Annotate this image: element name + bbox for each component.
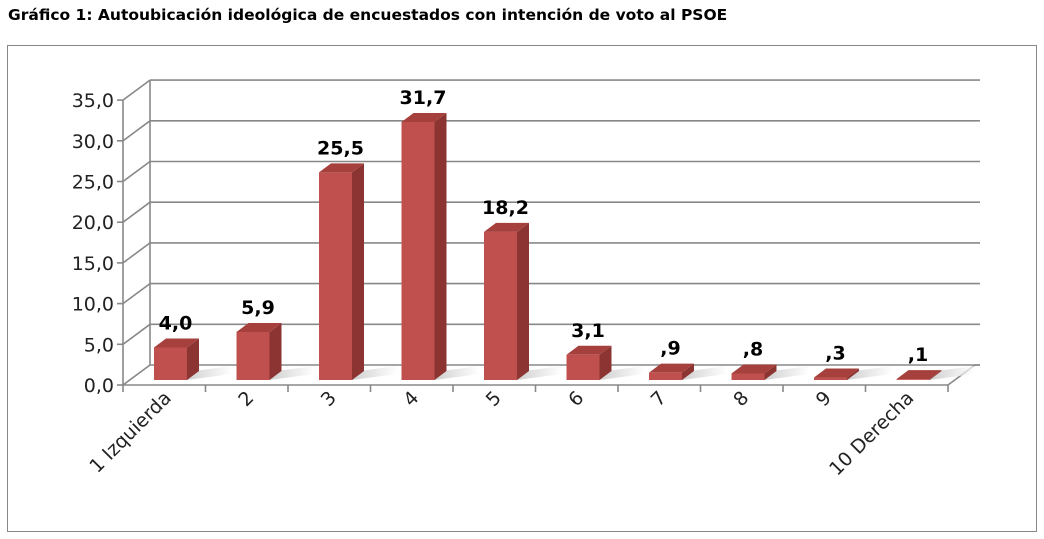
y-tick-label: 5,0 [84, 334, 114, 356]
bar-top [566, 345, 612, 355]
bar-top [814, 368, 859, 378]
data-label: 5,9 [241, 297, 275, 319]
y-tick-label: 0,0 [84, 375, 114, 397]
bar-side [517, 222, 529, 380]
data-label: 25,5 [317, 137, 364, 159]
gridline-depth [122, 242, 151, 264]
bar [401, 121, 435, 380]
bar-shadow [847, 366, 892, 380]
data-label: 3,1 [571, 320, 605, 342]
gridline-depth [122, 79, 151, 101]
bar-top [236, 322, 282, 332]
gridline-depth [122, 282, 151, 305]
bar [649, 372, 682, 380]
bar-shadow [187, 366, 232, 380]
gridline-depth [122, 323, 151, 345]
data-label: ,9 [660, 338, 680, 360]
chart-title: Gráfico 1: Autoubicación ideológica de e… [8, 6, 728, 24]
gridline-depth [122, 160, 151, 183]
data-label: 31,7 [400, 87, 447, 109]
bar-shadow [929, 366, 975, 380]
bar-top [401, 112, 447, 122]
bar [731, 373, 765, 380]
data-label: 4,0 [159, 312, 193, 334]
gridline-depth [122, 201, 151, 223]
bar-top [649, 363, 694, 373]
bar-top [484, 222, 529, 232]
bar-side [847, 368, 859, 380]
bar-shadow [517, 366, 562, 380]
bar [484, 231, 517, 380]
bar-side [599, 345, 612, 380]
gridline-depth [122, 364, 151, 386]
bar-shadow [599, 366, 645, 380]
bar-side [929, 370, 942, 380]
bar-top [319, 163, 364, 173]
bar-side [187, 338, 199, 380]
bar-top [154, 338, 199, 348]
bar [896, 379, 930, 380]
bar-shadow [352, 366, 397, 380]
bar [319, 172, 352, 380]
bar-shadow [434, 366, 480, 380]
bar [154, 347, 187, 380]
y-tick-label: 35,0 [72, 90, 114, 112]
bar [566, 354, 600, 380]
data-label: 18,2 [482, 197, 529, 219]
bar-side [682, 363, 694, 380]
data-label: ,8 [743, 338, 763, 360]
bar-shadow [764, 366, 810, 380]
y-tick-label: 15,0 [72, 253, 114, 275]
bar-shadow [269, 366, 315, 380]
gridline-depth [122, 120, 151, 142]
bar-shadow [682, 366, 727, 380]
bar-side [269, 322, 282, 380]
y-tick-label: 25,0 [72, 172, 114, 194]
y-tick-label: 20,0 [72, 212, 114, 234]
data-label: ,1 [908, 344, 928, 366]
data-label: ,3 [825, 343, 845, 365]
bar-top [731, 364, 777, 374]
bar [236, 331, 270, 380]
bar-top [896, 370, 942, 380]
bar-side [764, 364, 777, 380]
y-tick-label: 30,0 [72, 131, 114, 153]
bar-side [434, 112, 447, 380]
y-tick-label: 10,0 [72, 294, 114, 316]
bar-side [352, 163, 364, 380]
bar [814, 377, 847, 380]
